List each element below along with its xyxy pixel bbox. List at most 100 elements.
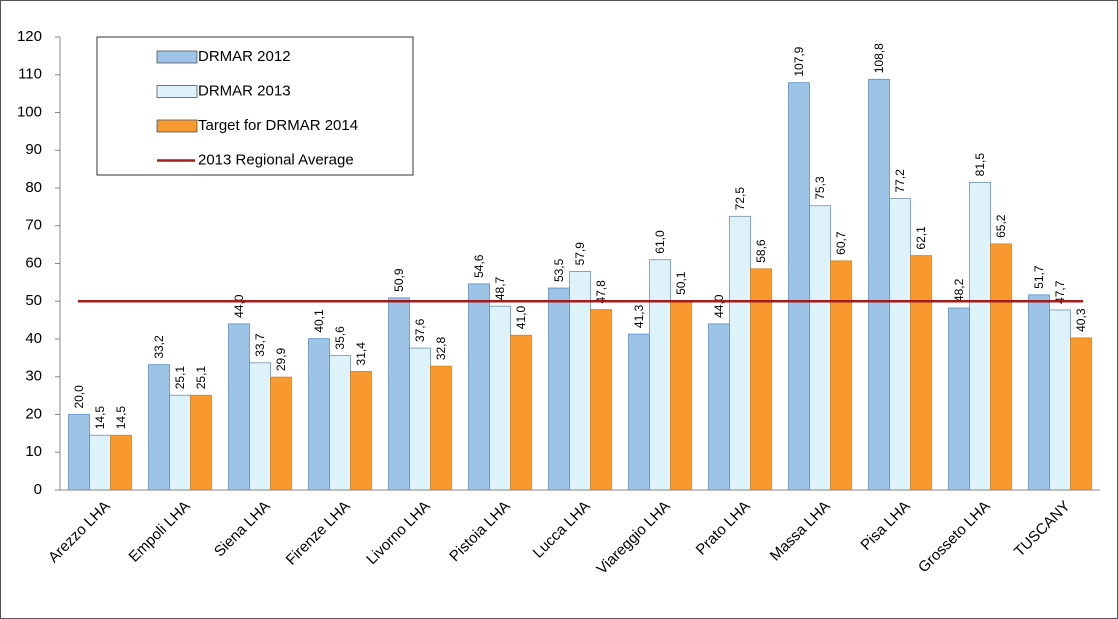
value-label: 20,0 <box>72 385 86 409</box>
bar <box>1070 337 1092 491</box>
value-label: 54,6 <box>472 254 486 278</box>
value-label: 60,7 <box>834 231 848 255</box>
bar <box>169 394 191 491</box>
bar <box>388 297 410 491</box>
bar <box>510 334 532 491</box>
value-label: 58,6 <box>754 239 768 263</box>
bar <box>830 260 852 491</box>
legend-swatch <box>156 119 198 133</box>
bar <box>990 243 1012 491</box>
y-tick-label: 40 <box>25 330 42 347</box>
bar <box>350 371 372 491</box>
y-tick-label: 120 <box>17 28 42 45</box>
bar <box>148 364 170 491</box>
value-label: 53,5 <box>552 258 566 282</box>
bar <box>708 323 730 491</box>
y-tick-label: 0 <box>34 481 42 498</box>
value-label: 32,8 <box>434 336 448 360</box>
bar <box>670 300 692 491</box>
value-label: 40,1 <box>312 309 326 333</box>
legend-label: DRMAR 2013 <box>198 82 291 99</box>
y-tick-label: 30 <box>25 368 42 385</box>
legend-swatch <box>156 50 198 64</box>
bar <box>1049 309 1071 491</box>
bar <box>190 394 212 491</box>
value-label: 33,7 <box>253 333 267 357</box>
legend-label: 2013 Regional Average <box>198 151 354 168</box>
bar <box>1028 294 1050 491</box>
value-label: 62,1 <box>914 226 928 250</box>
value-label: 61,0 <box>653 230 667 254</box>
bar <box>489 305 511 491</box>
value-label: 35,6 <box>333 326 347 350</box>
value-label: 107,9 <box>792 46 806 76</box>
value-label: 47,7 <box>1053 280 1067 304</box>
bar <box>910 255 932 491</box>
value-label: 65,2 <box>994 214 1008 238</box>
bar <box>468 283 490 491</box>
value-label: 29,9 <box>274 347 288 371</box>
bar <box>308 338 330 491</box>
bar <box>809 205 831 491</box>
legend-box <box>96 36 414 176</box>
value-label: 14,5 <box>93 406 107 430</box>
legend-label: Target for DRMAR 2014 <box>198 117 358 134</box>
value-label: 108,8 <box>872 43 886 73</box>
value-label: 77,2 <box>893 169 907 193</box>
bar <box>89 434 111 491</box>
value-label: 72,5 <box>733 187 747 211</box>
value-label: 50,9 <box>392 268 406 292</box>
value-label: 37,6 <box>413 318 427 342</box>
value-label: 75,3 <box>813 176 827 200</box>
bar <box>590 309 612 491</box>
value-label: 81,5 <box>973 153 987 177</box>
legend-label: DRMAR 2012 <box>198 48 291 65</box>
bar <box>969 181 991 491</box>
value-label: 51,7 <box>1032 265 1046 289</box>
bar <box>948 307 970 491</box>
value-label: 40,3 <box>1074 308 1088 332</box>
bar <box>628 333 650 491</box>
bar <box>68 414 90 491</box>
value-label: 25,1 <box>173 366 187 390</box>
bar <box>889 198 911 491</box>
value-label: 41,0 <box>514 306 528 330</box>
value-label: 14,5 <box>114 406 128 430</box>
y-tick-label: 70 <box>25 217 42 234</box>
bar <box>110 434 132 491</box>
y-tick-label: 20 <box>25 405 42 422</box>
value-label: 47,8 <box>594 280 608 304</box>
value-label: 44,0 <box>232 294 246 318</box>
value-label: 50,1 <box>674 271 688 295</box>
y-tick-label: 50 <box>25 292 42 309</box>
bar <box>228 323 250 491</box>
bar <box>868 78 890 491</box>
y-tick-label: 10 <box>25 443 42 460</box>
bar <box>249 362 271 491</box>
value-label: 44,0 <box>712 294 726 318</box>
y-tick-label: 90 <box>25 141 42 158</box>
y-tick-label: 60 <box>25 254 42 271</box>
bar <box>409 347 431 491</box>
value-label: 25,1 <box>194 366 208 390</box>
bar <box>270 376 292 491</box>
value-label: 41,3 <box>632 304 646 328</box>
bar <box>430 365 452 491</box>
bar <box>548 287 570 491</box>
legend-swatch <box>156 85 198 98</box>
y-tick-label: 110 <box>18 66 42 83</box>
value-label: 31,4 <box>354 342 368 366</box>
y-tick-label: 100 <box>17 103 42 120</box>
value-label: 57,9 <box>573 242 587 266</box>
bar <box>329 355 351 491</box>
bar <box>569 271 591 491</box>
bar <box>729 215 751 491</box>
value-label: 33,2 <box>152 335 166 359</box>
bar <box>649 259 671 491</box>
bar <box>788 82 810 491</box>
value-label: 48,7 <box>493 276 507 300</box>
y-tick-label: 80 <box>25 179 42 196</box>
value-label: 48,2 <box>952 278 966 302</box>
